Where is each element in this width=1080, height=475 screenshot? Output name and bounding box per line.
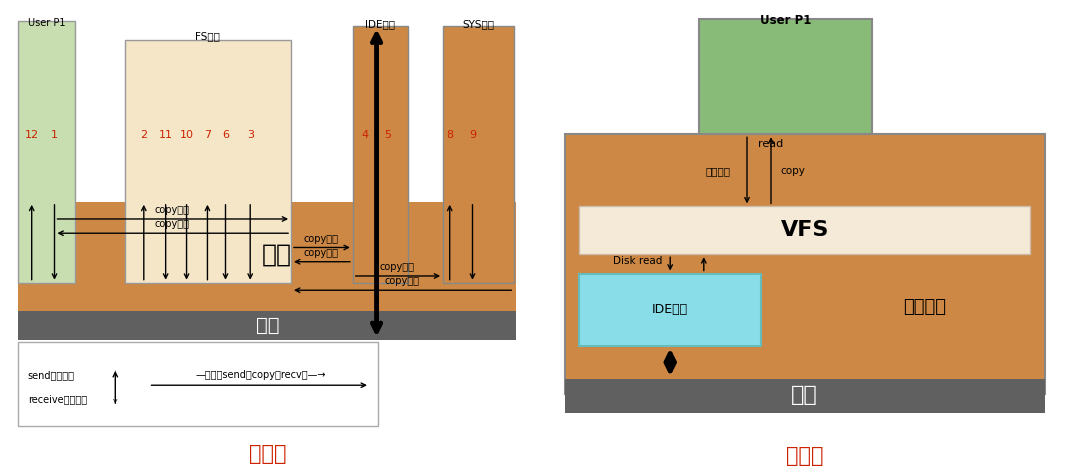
- Text: copy参数: copy参数: [380, 262, 415, 272]
- Bar: [18, 342, 378, 426]
- Text: 2: 2: [140, 130, 147, 141]
- Text: SYS进程: SYS进程: [462, 19, 495, 29]
- Text: 5: 5: [384, 130, 391, 141]
- Text: receive系统调用: receive系统调用: [28, 394, 87, 405]
- Text: copy参数: copy参数: [384, 276, 420, 286]
- Text: Disk read: Disk read: [612, 256, 662, 266]
- Text: 1: 1: [51, 130, 58, 141]
- Text: 10: 10: [179, 130, 193, 141]
- Bar: [18, 21, 76, 283]
- Bar: [579, 274, 761, 345]
- Text: IDE驱动: IDE驱动: [652, 303, 688, 315]
- Text: copy: copy: [781, 166, 806, 176]
- Text: FS进程: FS进程: [195, 31, 220, 41]
- Text: 4: 4: [362, 130, 368, 141]
- Text: 8: 8: [446, 130, 454, 141]
- Text: VFS: VFS: [781, 220, 828, 240]
- Text: —参数从send者copy到recv者—→: —参数从send者copy到recv者—→: [195, 370, 326, 380]
- Bar: [579, 206, 1030, 254]
- Text: copy参数: copy参数: [303, 234, 339, 244]
- Text: 宏内核: 宏内核: [786, 446, 823, 466]
- Bar: [699, 19, 872, 134]
- Text: 9: 9: [469, 130, 476, 141]
- Text: 12: 12: [25, 130, 39, 141]
- Text: IDE进程: IDE进程: [365, 19, 395, 29]
- Bar: [18, 202, 516, 311]
- Text: 3: 3: [246, 130, 254, 141]
- Bar: [565, 134, 1044, 393]
- Bar: [125, 40, 291, 283]
- Bar: [443, 26, 514, 283]
- Text: User P1: User P1: [759, 14, 811, 27]
- Text: 6: 6: [222, 130, 229, 141]
- Text: 11: 11: [159, 130, 173, 141]
- Text: send系统调用: send系统调用: [28, 370, 75, 380]
- Text: read: read: [758, 139, 784, 149]
- Bar: [18, 311, 516, 340]
- Text: 7: 7: [204, 130, 211, 141]
- Text: 硬件: 硬件: [256, 316, 279, 335]
- Bar: [565, 379, 1044, 413]
- Text: 内核: 内核: [261, 242, 292, 266]
- Text: copy参数: copy参数: [154, 219, 190, 229]
- Text: copy参数: copy参数: [303, 248, 339, 258]
- Text: User P1: User P1: [28, 18, 66, 28]
- Text: 系统调用: 系统调用: [705, 166, 731, 176]
- Bar: [353, 26, 408, 283]
- Text: 硬件: 硬件: [792, 385, 818, 406]
- Text: 微内核: 微内核: [248, 444, 286, 464]
- Text: 内核空间: 内核空间: [903, 298, 946, 316]
- Text: copy参数: copy参数: [154, 205, 190, 215]
